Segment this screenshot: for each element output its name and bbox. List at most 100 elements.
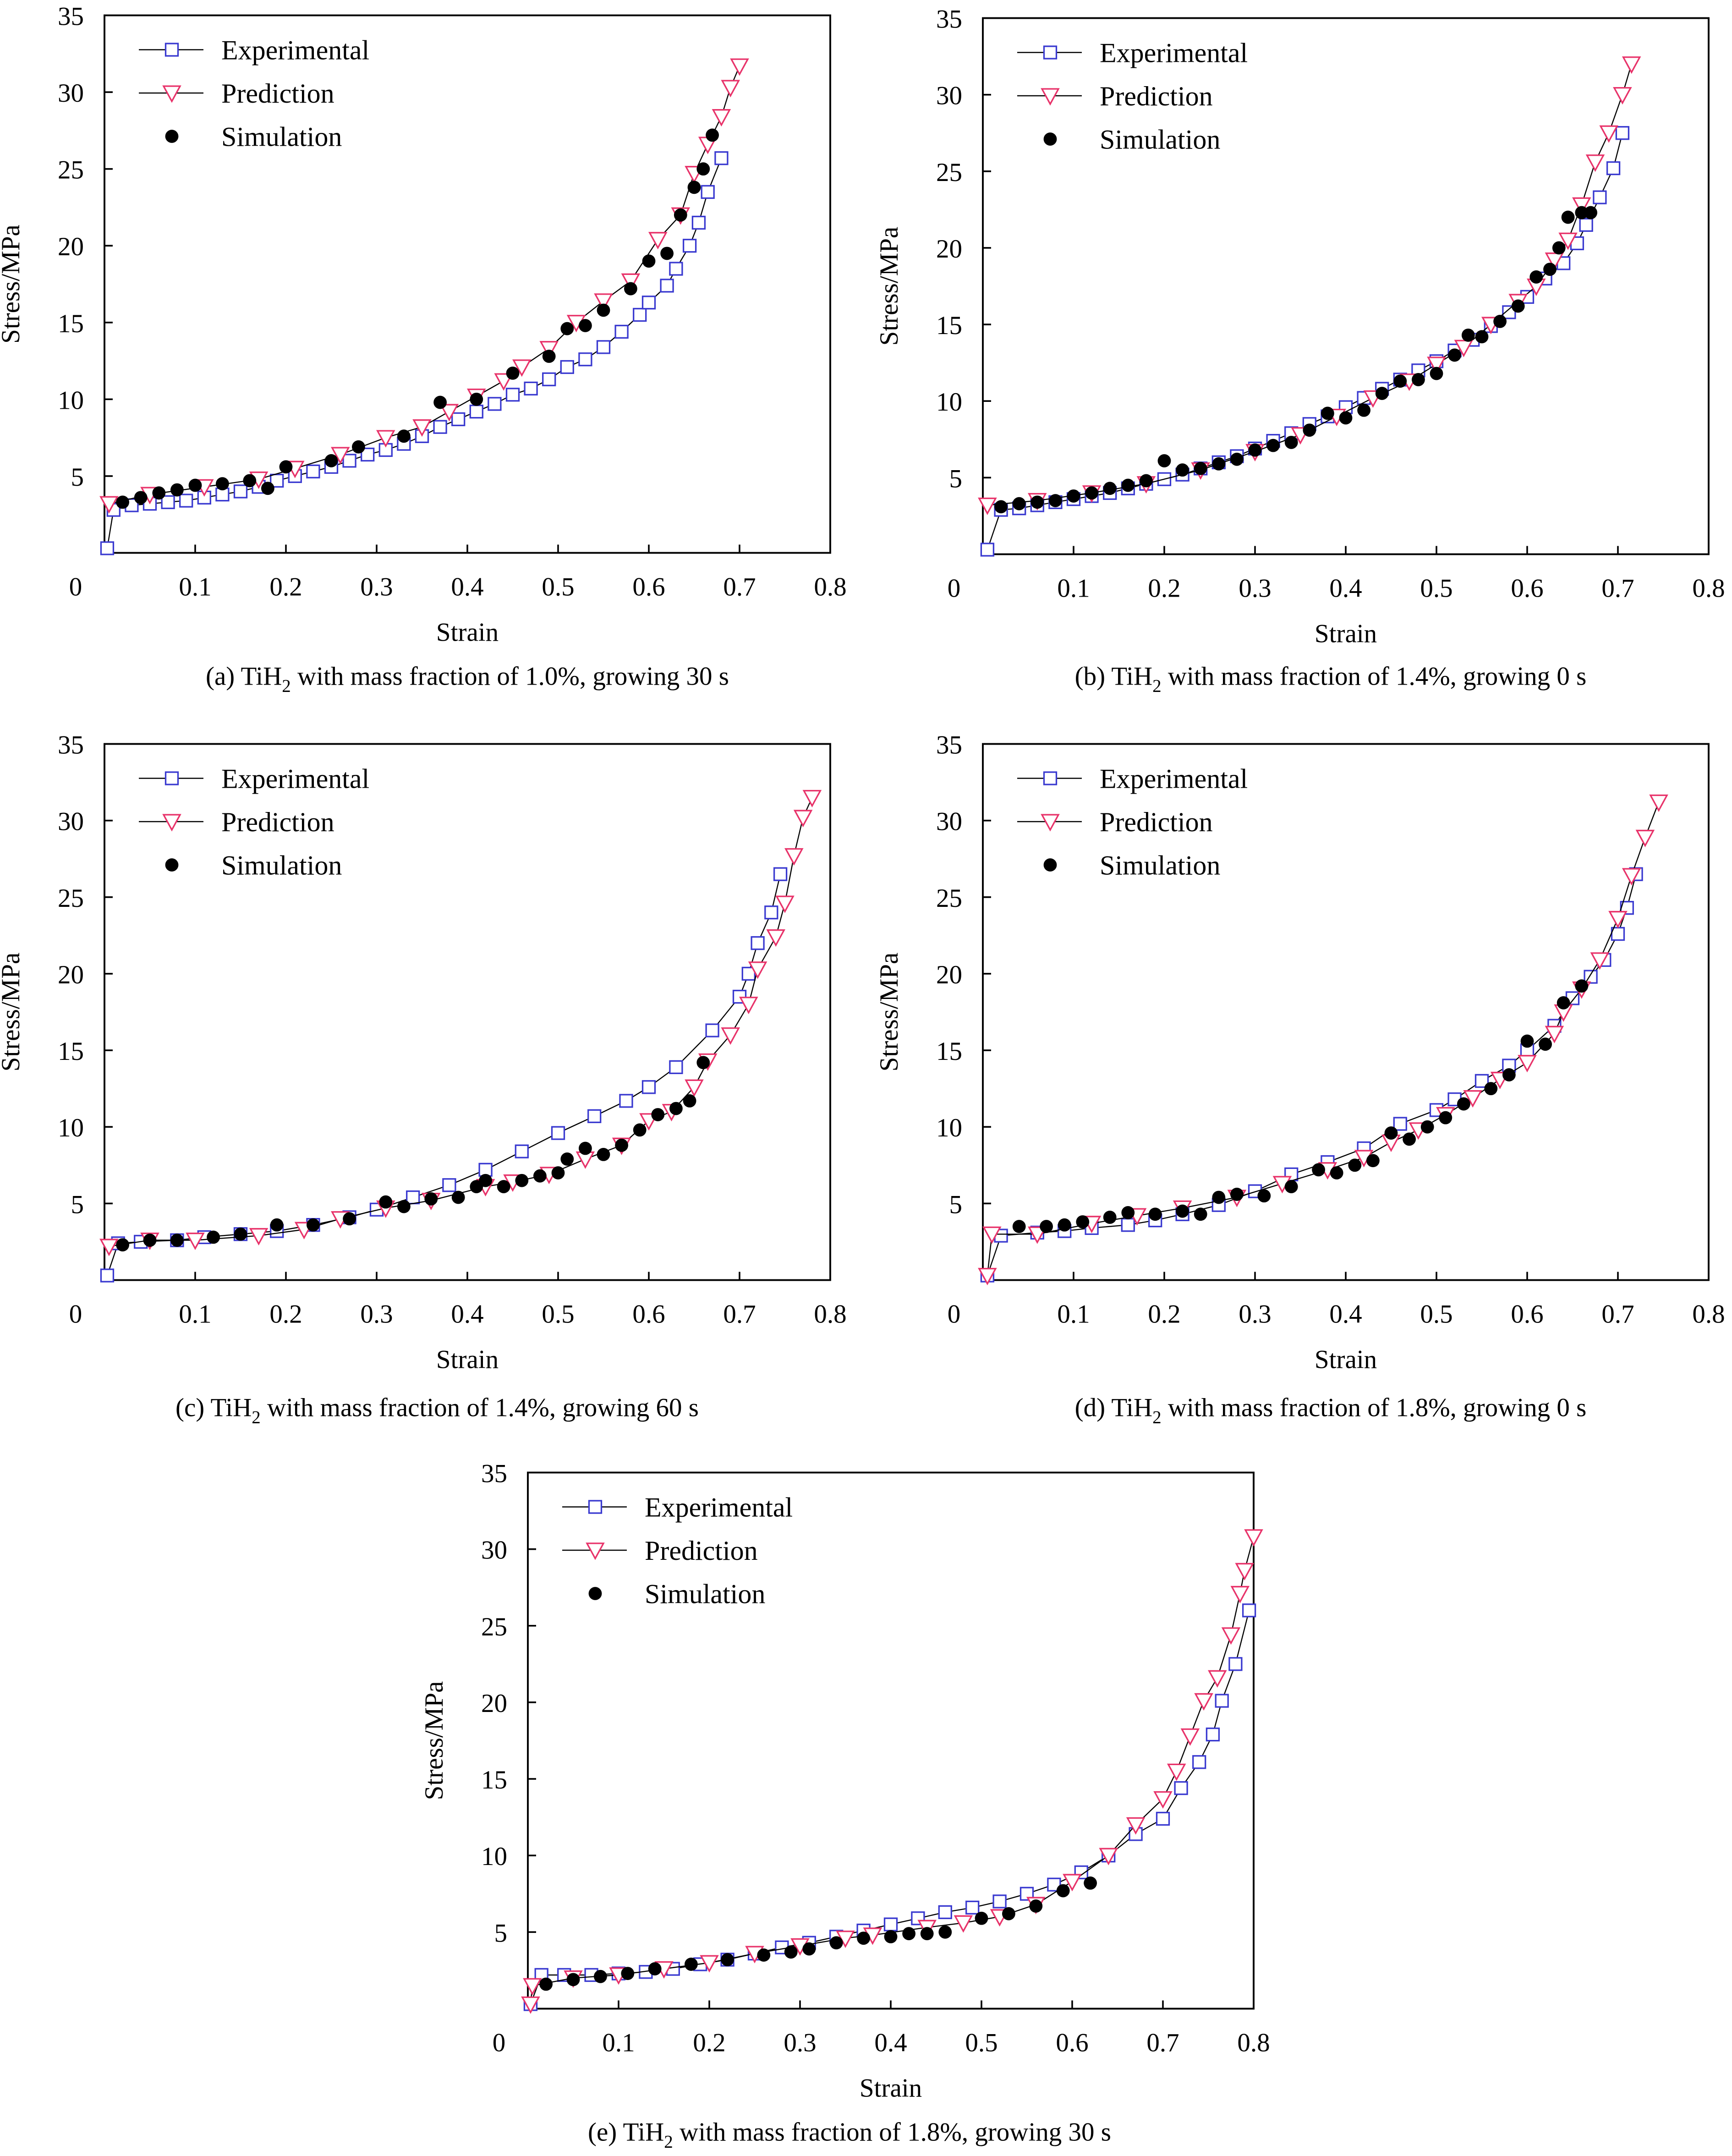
experimental-point (551, 1126, 565, 1140)
x-tick-label: 0.2 (269, 573, 302, 602)
simulation-point (1002, 1907, 1015, 1920)
prediction-point (978, 497, 997, 515)
experimental-point (669, 262, 683, 276)
simulation-point (152, 486, 166, 500)
simulation-point (1212, 457, 1226, 471)
y-tick-label: 15 (936, 1037, 962, 1066)
experimental-point (1584, 970, 1598, 984)
plot-frame (104, 14, 831, 554)
y-tick-label: 25 (481, 1613, 507, 1641)
simulation-point (1430, 367, 1443, 380)
x-tick-label: 0.5 (1420, 574, 1452, 603)
series-prediction (99, 790, 822, 1256)
experimental-point (701, 185, 715, 199)
experimental-point (361, 447, 375, 462)
simulation-point (1366, 1154, 1380, 1168)
experimental-point (705, 1023, 719, 1037)
simulation-point (757, 1948, 771, 1962)
y-tick-label: 20 (936, 235, 962, 263)
prediction-point (1063, 1874, 1082, 1892)
x-tick-label: 0.8 (1237, 2029, 1270, 2057)
simulation-point (1303, 423, 1316, 437)
simulation-point (669, 1102, 683, 1115)
legend-marker-prediction (586, 1542, 605, 1560)
caption-subscript: 2 (1152, 676, 1162, 696)
simulation-point (784, 1945, 798, 1959)
prediction-point (1153, 1791, 1173, 1809)
simulation-point (533, 1169, 547, 1183)
experimental-point (342, 454, 356, 468)
prediction-point (376, 430, 395, 448)
legend-marker-prediction (162, 85, 181, 103)
prediction-point (1463, 1090, 1482, 1108)
legend-marker-prediction (1041, 88, 1060, 106)
legend-marker-simulation (165, 858, 179, 872)
simulation-point (1148, 1207, 1162, 1221)
simulation-point (279, 460, 293, 474)
y-tick-label: 5 (494, 1919, 508, 1948)
legend-marker-experimental (164, 771, 179, 785)
y-tick-label: 5 (71, 1190, 84, 1219)
legend: Experimental Prediction Simulation (562, 1492, 793, 1609)
x-tick-label: 0.1 (1057, 1300, 1090, 1329)
x-tick-label: 0.3 (1239, 574, 1271, 603)
prediction-point (186, 1232, 205, 1251)
simulation-point (170, 483, 184, 497)
y-tick-label: 35 (936, 5, 962, 34)
simulation-point (660, 247, 674, 260)
figure-caption: (a) TiH2 with mass fraction of 1.0%, gro… (206, 662, 729, 696)
prediction-point (621, 273, 641, 291)
experimental-point (1593, 190, 1607, 204)
y-tick-label: 10 (936, 1114, 962, 1142)
prediction-point (1572, 197, 1591, 215)
y-tick-label: 25 (58, 156, 84, 185)
prediction-point (539, 341, 559, 359)
x-tick-label: 0.3 (784, 2029, 816, 2057)
prediction-point (775, 895, 795, 913)
experimental-point (488, 397, 502, 411)
x-axis-label: Strain (1315, 620, 1377, 648)
simulation-point (1339, 411, 1353, 425)
legend: Experimental Prediction Simulation (1017, 38, 1248, 155)
series-simulation (116, 128, 719, 509)
simulation-point (1103, 1211, 1117, 1224)
experimental-point (773, 867, 788, 881)
prediction-point (99, 496, 119, 514)
x-tick-label: 0 (948, 574, 961, 603)
x-tick-label: 0.7 (1146, 2029, 1179, 2057)
simulation-point (560, 1152, 574, 1166)
experimental-point (1242, 1603, 1256, 1618)
simulation-point (696, 162, 710, 176)
chart-panel-e: 0 0.1 0.2 0.3 0.4 0.5 0.6 0.7 0.8 5 10 15 20 25 30 35 St… (420, 1459, 1270, 2152)
chart-panel-d: 0 0.1 0.2 0.3 0.4 0.5 0.6 0.7 0.8 5 10 15 20 25 30 35 St… (875, 731, 1725, 1427)
prediction-point (1590, 952, 1610, 970)
x-tick-label: 0.1 (179, 1300, 211, 1329)
caption-suffix: with mass fraction of 1.8%, growing 0 s (1162, 1393, 1587, 1422)
simulation-point (1040, 1220, 1053, 1233)
simulation-point (1461, 329, 1475, 342)
legend-marker-prediction (1041, 814, 1060, 832)
experimental-point (751, 936, 765, 950)
simulation-point (696, 1056, 710, 1070)
caption-suffix: with mass fraction of 1.8%, growing 30 s (673, 2118, 1111, 2147)
x-tick-label: 0.5 (965, 2029, 998, 2057)
prediction-point (494, 373, 513, 391)
prediction-point (748, 961, 767, 979)
caption-suffix: with mass fraction of 1.4%, growing 60 s (261, 1393, 699, 1422)
experimental-point (578, 352, 592, 367)
series-line (987, 133, 1623, 550)
x-tick-label: 0.6 (1511, 1300, 1543, 1329)
simulation-point (1058, 1218, 1071, 1232)
experimental-point (714, 151, 729, 165)
simulation-point (579, 1141, 592, 1155)
legend-label: Prediction (221, 807, 334, 837)
prediction-point (1585, 154, 1605, 172)
y-tick-label: 30 (936, 807, 962, 836)
experimental-point (660, 279, 674, 293)
simulation-point (566, 1973, 580, 1986)
simulation-point (1348, 1158, 1362, 1172)
prediction-point (1208, 1670, 1227, 1688)
simulation-point (1520, 1034, 1534, 1048)
prediction-point (1622, 868, 1641, 886)
simulation-point (170, 1234, 184, 1247)
